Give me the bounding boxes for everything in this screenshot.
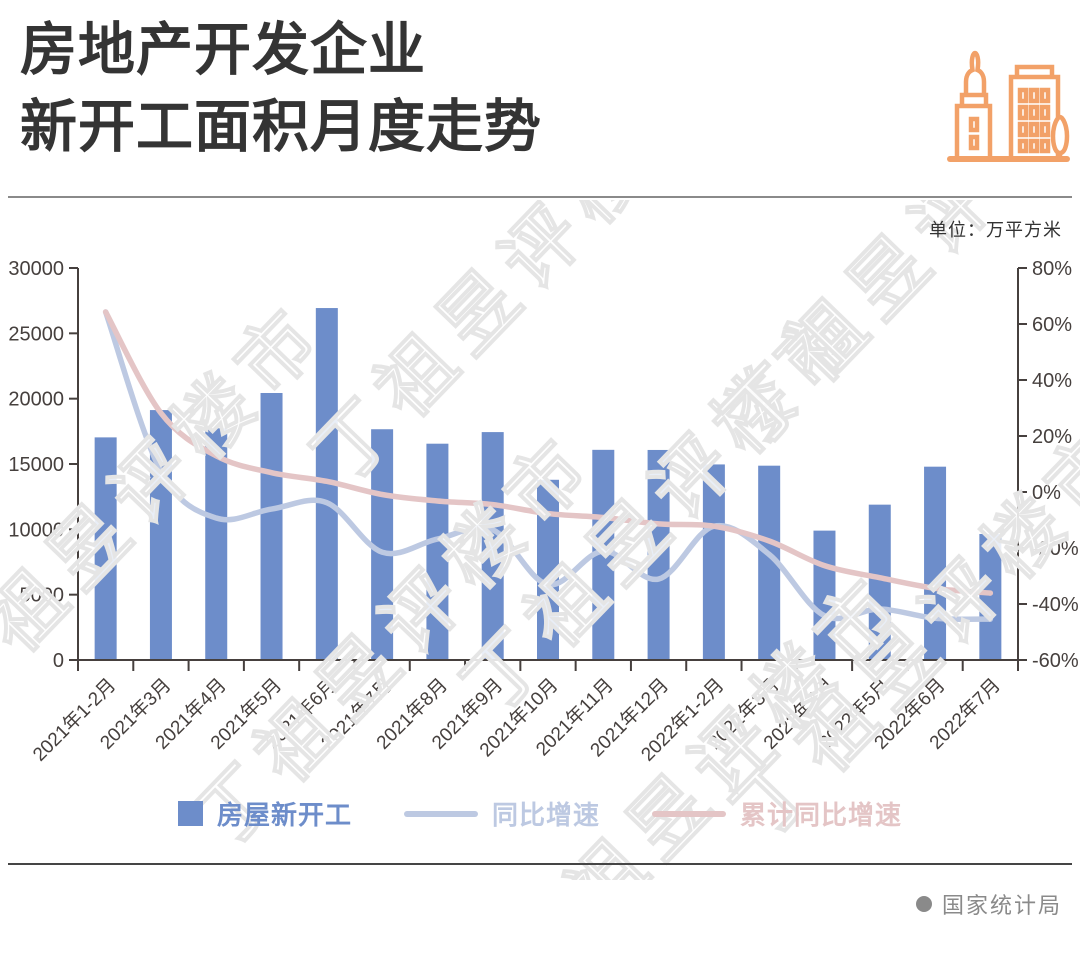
bar-2021年5月 [260,392,283,660]
source-attribution: 国家统计局 [915,888,1062,920]
bar-2021年7月 [371,429,394,660]
header-divider [8,196,1072,198]
cumulative-line-swatch-icon [652,810,726,817]
bar-2021年11月 [592,449,615,660]
left-axis-label: 30000 [8,258,64,280]
bar-2021年8月 [426,443,449,660]
bar-swatch-icon [177,801,203,826]
yoy-line-swatch-icon [403,810,478,817]
bar-2021年10月 [537,479,559,660]
yoy-growth-line [102,309,994,623]
bar-2022年6月 [924,466,947,660]
unit-label: 单位：万平方米 [929,220,1062,240]
right-axis-label: 60% [1032,314,1072,336]
cumulative-growth-line [102,309,994,596]
bar-2021年1-2月 [94,437,117,660]
bar-2022年3月 [758,465,781,660]
page-title: 房地产开发企业 新开工面积月度走势 [20,12,542,166]
right-axis-label: 80% [1032,258,1072,280]
right-axis-label: -60% [1032,650,1079,672]
left-axis-label: 20000 [8,389,64,411]
left-axis-label: 0 [53,650,64,672]
right-axis-label: -20% [1032,538,1079,560]
source-label: 国家统计局 [941,893,1062,918]
right-axis-label: 20% [1032,426,1072,448]
left-axis-label: 15000 [8,454,64,476]
page-title-line-1: 房地产开发企业 [20,18,426,82]
bar-2021年3月 [149,410,172,660]
bar-2022年1-2月 [702,464,725,660]
left-axis-label: 5000 [20,585,65,607]
bar-2022年7月 [979,533,1002,660]
right-axis-label: 0% [1032,482,1061,504]
bar-2021年12月 [647,449,670,660]
left-axis-label: 25000 [8,323,64,345]
legend-item-new-starts: 房屋新开工 [177,795,352,832]
bar-2021年9月 [481,432,504,660]
source-bullet-icon [915,896,932,912]
left-axis-label: 10000 [8,519,64,541]
legend-item-yoy-growth: 同比增速 [403,795,600,832]
right-axis-label: 40% [1032,370,1072,392]
legend-label-yoy-growth: 同比增速 [491,800,600,830]
right-axis-label: -40% [1032,594,1079,616]
legend-label-new-starts: 房屋新开工 [216,800,352,830]
page-title-line-2: 新开工面积月度走势 [20,95,542,159]
buildings-icon [947,50,1070,162]
footer-divider [8,863,1072,865]
bar-2022年5月 [868,504,891,660]
legend-label-cumulative-growth: 累计同比增速 [740,800,903,830]
legend-item-cumulative-growth: 累计同比增速 [652,795,902,832]
bar-2021年4月 [205,428,228,660]
chart-legend: 房屋新开工 同比增速 累计同比增速 [0,795,1080,832]
bar-2022年4月 [813,530,836,660]
x-axis-label: 2021年1-2月 [28,674,120,766]
